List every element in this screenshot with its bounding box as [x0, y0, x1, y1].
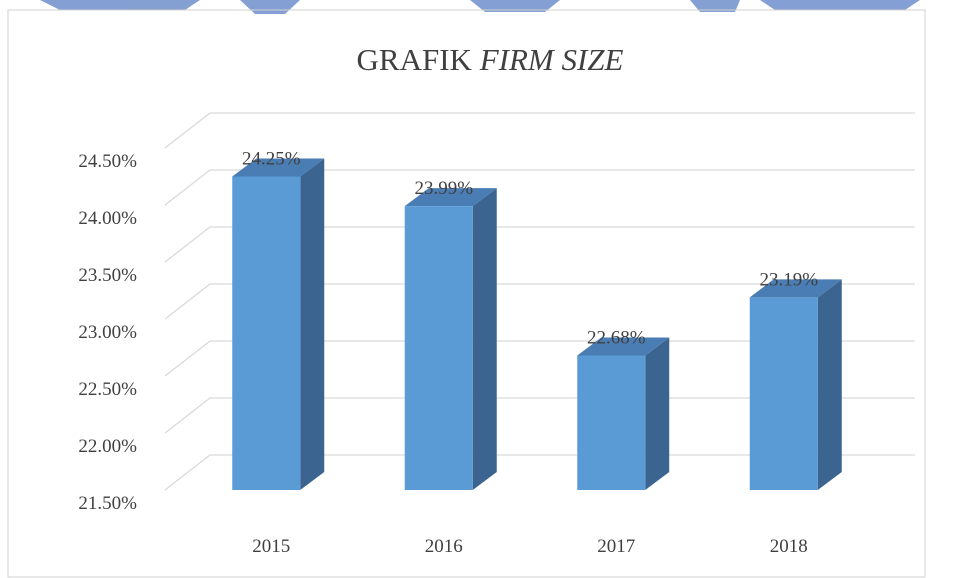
- bar-front: [577, 355, 646, 490]
- value-label: 22.68%: [587, 327, 646, 348]
- bar-top: [404, 188, 497, 207]
- value-label: 24.25%: [242, 149, 301, 170]
- x-tick-label: 2016: [425, 536, 463, 557]
- bar-front: [404, 206, 473, 490]
- y-tick-label: 23.50%: [78, 265, 137, 286]
- bar-top: [749, 279, 842, 298]
- grid-line: [164, 112, 915, 149]
- title-text: GRAFIK: [357, 42, 473, 77]
- watermark: [40, 0, 920, 14]
- grid-line: [164, 169, 915, 206]
- x-tick-label: 2017: [597, 536, 635, 557]
- bar-top: [577, 337, 670, 356]
- grid-line: [164, 226, 915, 263]
- bar: [232, 158, 325, 490]
- y-tick-label: 24.50%: [78, 151, 137, 172]
- bar: [404, 188, 497, 490]
- value-label: 23.99%: [414, 178, 473, 199]
- title-italic: FIRM SIZE: [479, 42, 624, 77]
- bar-side: [472, 188, 497, 490]
- y-tick-label: 22.50%: [78, 379, 137, 400]
- bar-front: [749, 297, 818, 490]
- grid-line: [164, 454, 915, 491]
- y-tick-label: 23.00%: [78, 322, 137, 343]
- bar-side: [645, 337, 670, 490]
- grid-line: [164, 397, 915, 434]
- chart-title: GRAFIK FIRM SIZE: [357, 42, 624, 77]
- bar: [749, 279, 842, 490]
- grid-line: [164, 340, 915, 377]
- value-label: 23.19%: [759, 269, 818, 290]
- bar-side: [817, 279, 842, 490]
- chart-frame: [7, 9, 926, 578]
- y-tick-label: 22.00%: [78, 436, 137, 457]
- grid-line: [164, 283, 915, 320]
- bar-top: [232, 158, 325, 177]
- x-tick-label: 2018: [770, 536, 808, 557]
- x-tick-label: 2015: [252, 536, 290, 557]
- bar: [577, 337, 670, 490]
- y-tick-label: 24.00%: [78, 208, 137, 229]
- bar-side: [300, 158, 325, 490]
- bar-front: [232, 176, 301, 490]
- y-tick-label: 21.50%: [78, 493, 137, 514]
